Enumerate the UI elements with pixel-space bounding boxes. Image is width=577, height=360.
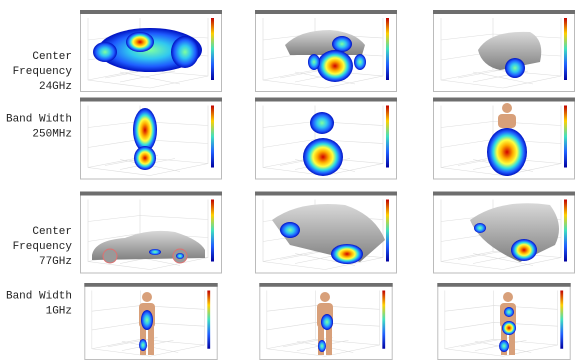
figure: Center Frequency 24GHz Band Width 250MHz Cent… (0, 0, 577, 360)
row-label: Frequency (13, 66, 73, 78)
row-label: Band Width (6, 291, 72, 303)
heatmap-250mhz-top (133, 108, 157, 170)
row-label: 24GHz (39, 81, 72, 93)
row-labels: Center Frequency 24GHz Band Width 250MHz Cent… (6, 51, 72, 318)
row-label: 77GHz (39, 256, 72, 268)
row-label: 1GHz (46, 306, 72, 318)
row-label: Band Width (6, 114, 72, 126)
row-label: Center (32, 51, 72, 63)
row-label: Frequency (13, 241, 73, 253)
row-label: 250MHz (32, 129, 72, 141)
row-label: Center (32, 226, 72, 238)
